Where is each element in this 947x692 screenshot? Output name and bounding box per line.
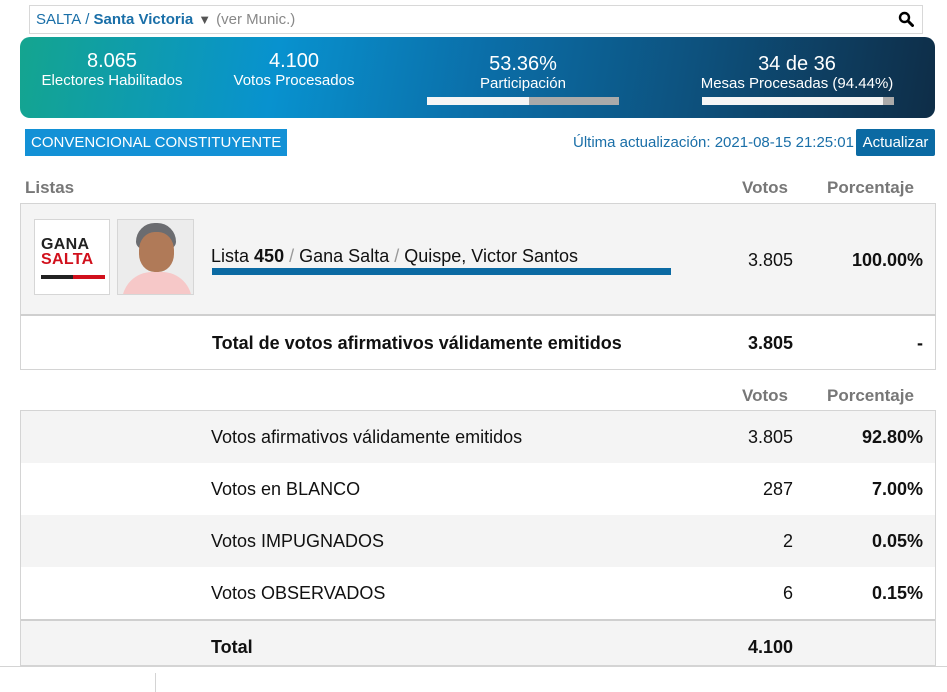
mesas-value: 34 de 36 (758, 53, 836, 75)
mesas-progress-fill (702, 97, 884, 105)
total-votes: 4.100 (747, 637, 793, 657)
stats-banner: 8.065 Electores Habilitados 4.100 Votos … (20, 37, 935, 118)
total-afirmativos-row: Total de votos afirmativos válidamente e… (20, 316, 936, 370)
header-listas: Listas (25, 178, 75, 197)
participacion-progress-bar (427, 97, 619, 105)
row-percent: 0.15% (871, 583, 923, 603)
mesas-progress-bar (702, 97, 894, 105)
header-votos: Votos (742, 178, 788, 197)
votos-value: 4.100 (268, 50, 320, 72)
row-votes: 287 (762, 479, 793, 499)
party-logo: GANA SALTA (34, 219, 110, 295)
last-update-text: Última actualización: 2021-08-15 21:25:0… (572, 134, 854, 151)
refresh-button[interactable]: Actualizar (856, 129, 935, 156)
ver-munic-link[interactable]: (ver Munic.) (216, 11, 296, 28)
logo-text-bottom: SALTA (41, 251, 94, 268)
electores-label: Electores Habilitados (41, 72, 183, 89)
table-row: Votos OBSERVADOS 6 0.15% (21, 567, 935, 619)
list-separator: / (289, 246, 295, 266)
row-votes: 6 (782, 583, 793, 603)
table-row: Votos afirmativos válidamente emitidos 3… (21, 411, 935, 463)
municipality-selector[interactable]: Santa Victoria (93, 11, 194, 28)
table-row: Votos IMPUGNADOS 2 0.05% (21, 515, 935, 567)
row-percent: 7.00% (871, 479, 923, 499)
row-percent: 0.05% (871, 531, 923, 551)
header-porcentaje: Porcentaje (827, 178, 914, 197)
mesas-label: Mesas Procesadas (94.44%) (700, 75, 894, 92)
list-votes: 3.805 (747, 250, 793, 270)
dropdown-arrow-icon[interactable]: ▼ (198, 12, 212, 27)
summary-header-votos: Votos (742, 386, 788, 405)
total-row: Total 4.100 (21, 619, 935, 665)
party-name: Gana Salta (299, 246, 390, 266)
breadcrumb-separator: / (85, 11, 90, 28)
stat-participacion: 53.36% Participación (427, 53, 619, 105)
row-votes: 2 (782, 531, 793, 551)
total-label: Total (211, 637, 253, 657)
list-vote-bar (212, 268, 671, 275)
row-percent: 92.80% (861, 427, 923, 447)
stat-votos: 4.100 Votos Procesados (220, 50, 368, 90)
list-row: GANA SALTA Lista 450 / Gana Salta / Quis… (20, 203, 936, 316)
votos-label: Votos Procesados (233, 72, 355, 89)
row-label: Votos afirmativos válidamente emitidos (211, 427, 523, 447)
logo-underline (41, 275, 105, 279)
logo-text-top: GANA (41, 236, 90, 253)
location-search-bar[interactable]: SALTA / Santa Victoria ▼ (ver Munic.) (29, 5, 923, 34)
row-label: Votos en BLANCO (211, 479, 361, 499)
total-afirmativos-label: Total de votos afirmativos válidamente e… (212, 333, 622, 353)
cargo-badge: CONVENCIONAL CONSTITUYENTE (25, 129, 288, 156)
participacion-progress-fill (427, 97, 530, 105)
electores-value: 8.065 (86, 50, 138, 72)
list-name: Lista 450 / Gana Salta / Quispe, Victor … (211, 246, 578, 267)
list-percent: 100.00% (851, 250, 923, 270)
list-separator: / (394, 246, 400, 266)
summary-table: Votos afirmativos válidamente emitidos 3… (20, 410, 936, 666)
list-number: 450 (254, 246, 285, 266)
row-votes: 3.805 (747, 427, 793, 447)
row-label: Votos IMPUGNADOS (211, 531, 385, 551)
participacion-value: 53.36% (489, 53, 557, 75)
bottom-divider (155, 673, 156, 692)
stat-mesas: 34 de 36 Mesas Procesadas (94.44%) (692, 53, 902, 105)
list-prefix: Lista (211, 246, 250, 266)
participacion-label: Participación (480, 75, 566, 92)
table-row: Votos en BLANCO 287 7.00% (21, 463, 935, 515)
total-afirmativos-votes: 3.805 (747, 333, 793, 353)
candidate-photo (117, 219, 194, 295)
row-label: Votos OBSERVADOS (211, 583, 386, 603)
stat-electores: 8.065 Electores Habilitados (30, 50, 194, 90)
bottom-panel (0, 666, 947, 692)
province-link[interactable]: SALTA (36, 11, 82, 28)
summary-header-porcentaje: Porcentaje (827, 386, 914, 405)
total-afirmativos-percent: - (917, 333, 923, 353)
search-icon[interactable] (898, 11, 914, 27)
candidate-name: Quispe, Victor Santos (404, 246, 579, 266)
